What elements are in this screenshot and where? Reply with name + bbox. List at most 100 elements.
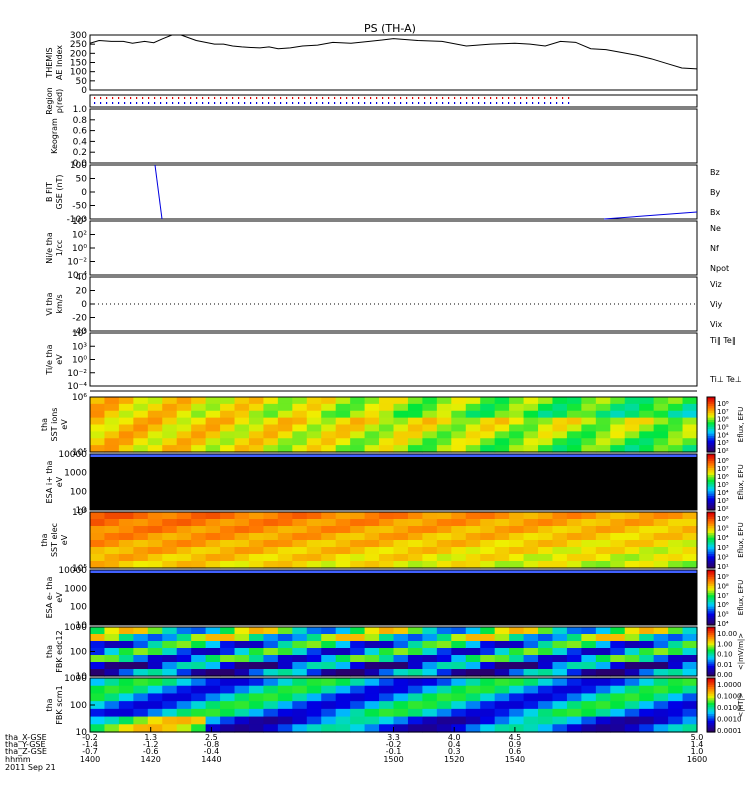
spectrogram-cell — [581, 648, 597, 656]
spectrogram-cell — [465, 403, 481, 412]
spectrogram-cell — [350, 641, 366, 649]
spectrogram-cell — [465, 547, 481, 555]
spectrogram-cell — [480, 417, 496, 426]
spectrogram-cell — [118, 634, 134, 642]
spectrogram-cell — [465, 512, 481, 520]
y-tick-label: 10⁰ — [72, 244, 87, 254]
region-marker — [418, 97, 420, 99]
spectrogram-cell — [566, 724, 582, 733]
spectrogram-cell — [436, 533, 452, 541]
spectrogram-cell — [90, 438, 106, 446]
spectrogram-cell — [306, 417, 322, 426]
spectrogram-cell — [335, 554, 351, 562]
spectrogram-cell — [624, 662, 640, 670]
colorbar-cell — [707, 496, 715, 499]
spectrogram-cell — [133, 519, 149, 527]
spectrogram-cell — [436, 561, 452, 569]
region-marker — [274, 97, 276, 99]
spectrogram-cell — [379, 701, 395, 710]
spectrogram-cell — [306, 403, 322, 412]
spectrogram-cell — [436, 547, 452, 555]
colorbar-cell — [707, 556, 715, 560]
y-axis-label: tha — [45, 645, 54, 658]
spectrogram-cell — [147, 540, 163, 548]
colorbar-cell — [707, 472, 715, 476]
spectrogram-cell — [220, 693, 236, 702]
spectrogram-cell — [147, 547, 163, 555]
spectrogram-cell — [566, 693, 582, 702]
spectrogram-cell — [118, 438, 134, 446]
colorbar-cell — [707, 565, 715, 569]
spectrogram-cell — [234, 627, 250, 635]
y-tick-label: -100 — [67, 215, 88, 225]
colorbar-cell — [707, 438, 715, 442]
spectrogram-cell — [610, 397, 626, 405]
spectrogram-cell — [176, 445, 192, 453]
spectrogram-cell — [191, 547, 207, 555]
colorbar-cell — [707, 503, 715, 506]
spectrogram-cell — [191, 716, 207, 725]
spectrogram-cell — [292, 431, 308, 439]
spectrogram-cell — [668, 678, 684, 687]
region-marker — [430, 97, 432, 99]
spectrogram-cell — [379, 410, 395, 419]
spectrogram-cell — [263, 519, 279, 527]
spectrogram-cell — [147, 526, 163, 534]
spectrogram-cell — [668, 533, 684, 541]
spectrogram-cell — [335, 424, 351, 432]
spectrogram-cell — [191, 655, 207, 663]
spectrogram-cell — [133, 641, 149, 649]
spectrogram-cell — [668, 445, 684, 453]
spectrogram-cell — [205, 424, 221, 432]
spectrogram-cell — [292, 669, 308, 677]
spectrogram-cell — [480, 701, 496, 710]
spectrogram-cell — [335, 561, 351, 569]
region-marker — [298, 102, 300, 104]
colorbar-cell — [707, 687, 715, 690]
spectrogram-cell — [465, 554, 481, 562]
spectrogram-cell — [581, 547, 597, 555]
region-marker — [130, 102, 132, 104]
y-tick-label: 0.0 — [73, 159, 88, 169]
spectrogram-cell — [639, 693, 655, 702]
spectrogram-cell — [451, 540, 467, 548]
y-tick-label: 10 — [76, 621, 88, 631]
spectrogram-cell — [350, 708, 366, 718]
spectrogram-cell — [552, 641, 568, 649]
colorbar-cell — [707, 592, 715, 596]
region-marker — [166, 97, 168, 99]
spectrogram-cell — [653, 561, 669, 569]
spectrogram-cell — [379, 554, 395, 562]
spectrogram-cell — [653, 512, 669, 520]
region-marker — [388, 102, 390, 104]
spectrogram-cell — [335, 445, 351, 453]
spectrogram-cell — [610, 685, 626, 695]
colorbar-tick-label: 10² — [717, 447, 729, 455]
region-marker — [154, 97, 156, 99]
spectrogram-cell — [509, 693, 525, 702]
spectrogram-cell — [407, 685, 424, 695]
spectrogram-cell — [176, 519, 192, 527]
spectrogram-cell — [263, 685, 279, 695]
colorbar-label: <|mV/m|> — [737, 633, 745, 670]
spectrogram-cell — [451, 655, 467, 663]
spectrogram-cell — [509, 678, 525, 687]
spectrogram-cell — [364, 417, 380, 426]
colorbar-label: Eflux, EFU — [737, 580, 745, 615]
spectrogram-cell — [407, 540, 424, 548]
region-marker — [382, 102, 384, 104]
spectrogram-cell — [465, 634, 481, 642]
spectrogram-cell — [639, 634, 655, 642]
spectrogram-cell — [90, 685, 106, 695]
region-marker — [346, 97, 348, 99]
spectrogram-cell — [191, 678, 207, 687]
spectrogram-cell — [624, 445, 640, 453]
spectrogram-cell — [263, 708, 279, 718]
colorbar-label: Eflux, EFU — [737, 522, 745, 557]
spectrogram-cell — [90, 454, 697, 510]
spectrogram-cell — [277, 554, 293, 562]
spectrogram-cell — [538, 724, 554, 733]
spectrogram-cell — [335, 417, 351, 426]
spectrogram-cell — [393, 431, 409, 439]
